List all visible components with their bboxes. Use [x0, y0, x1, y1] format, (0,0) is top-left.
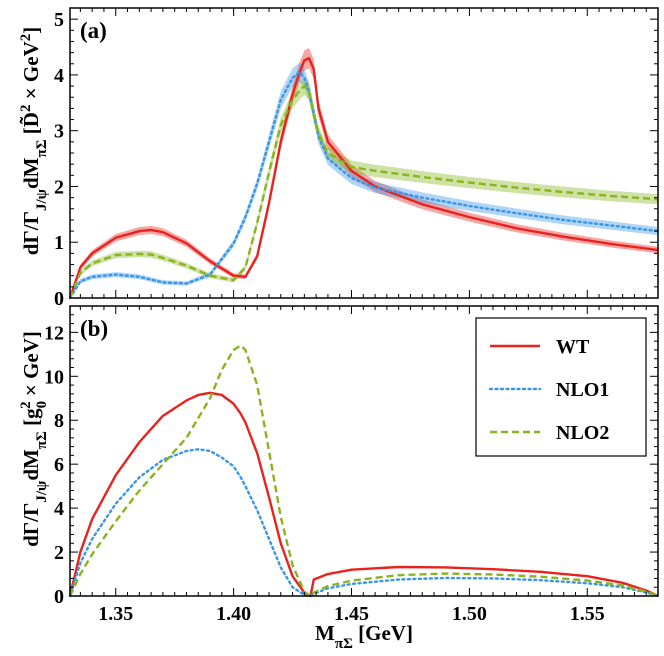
- legend-label-nlo2: NLO2: [556, 422, 609, 444]
- y-tick-label: 3: [54, 121, 64, 143]
- legend-label-wt: WT: [556, 336, 590, 358]
- x-tick-label: 1.45: [334, 603, 369, 625]
- series-line-wt: [68, 56, 659, 299]
- x-axis-label: MπΣ [GeV]: [315, 621, 413, 651]
- y-axis-label: dΓ/ΓJ/ψdMπΣ [g02 × GeV]: [18, 331, 50, 547]
- y-tick-label: 5: [54, 9, 64, 31]
- y-tick-label: 8: [54, 410, 64, 432]
- series-line-wt: [68, 391, 659, 598]
- y-axis-label: dΓ/ΓJ/ψdMπΣ [D̃2 × GeV2]: [18, 27, 50, 256]
- plot-frame: [69, 305, 659, 597]
- y-tick-label: 0: [54, 288, 64, 310]
- x-tick-label: 1.55: [570, 603, 605, 625]
- series-line-nlo2: [68, 344, 659, 598]
- legend: WT NLO1 NLO2: [475, 317, 647, 457]
- series-line-nlo1: [68, 70, 660, 300]
- panel-a: 0 1 2 3 4 5 (a) dΓ/ΓJ/ψdMπΣ [D̃2 × GeV2]: [18, 7, 660, 310]
- y-tick-label: 4: [54, 498, 64, 520]
- x-tick-label: 1.50: [452, 603, 487, 625]
- y-tick-label: 2: [54, 542, 64, 564]
- y-tick-label: 12: [44, 322, 64, 344]
- panel-tag: (a): [80, 18, 107, 43]
- x-tick-label: 1.40: [216, 603, 251, 625]
- band-nlo2: [70, 76, 658, 299]
- y-tick-label: 0: [54, 586, 64, 608]
- series-line-nlo2: [68, 84, 659, 299]
- y-tick-label: 10: [44, 366, 64, 388]
- panel-tag: (b): [80, 316, 108, 341]
- legend-label-nlo1: NLO1: [556, 379, 609, 401]
- y-tick-label: 1: [54, 232, 64, 254]
- panel-b: 1.35 1.40 1.45 1.50 1.55 0 2 4 6 8 10 12 (b) dΓ/ΓJ/ψd…: [18, 305, 660, 652]
- series-line-nlo1: [68, 448, 660, 598]
- y-tick-label: 2: [54, 176, 64, 198]
- y-tick-label: 4: [54, 65, 64, 87]
- x-tick-label: 1.35: [98, 603, 133, 625]
- y-tick-label: 6: [54, 454, 64, 476]
